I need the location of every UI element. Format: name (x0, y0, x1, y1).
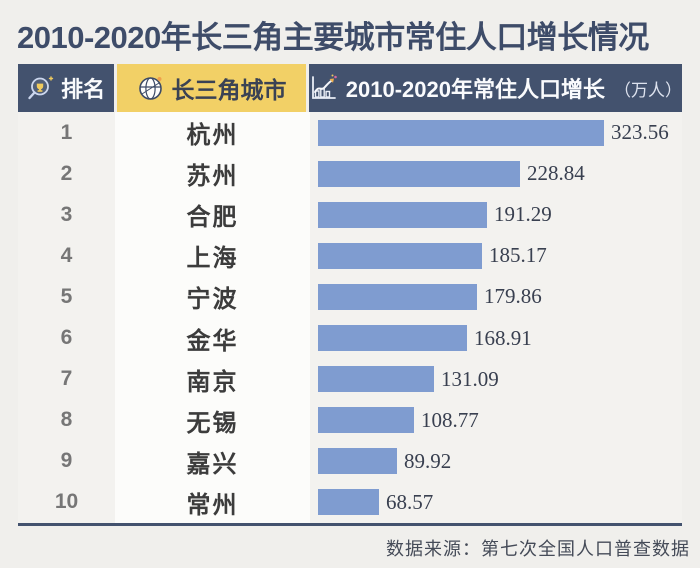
bar-cell: 131.09 (310, 366, 682, 393)
table-row: 10 常州 68.57 (18, 482, 682, 523)
population-growth-bar (318, 407, 414, 434)
rank-value: 4 (60, 243, 73, 267)
bar-cell: 185.17 (310, 242, 682, 269)
growth-value: 89.92 (404, 448, 452, 473)
growth-value: 179.86 (484, 284, 542, 309)
rank-value: 7 (60, 367, 73, 391)
city-name: 常州 (186, 491, 239, 519)
growth-value: 185.17 (489, 243, 547, 268)
growth-value: 131.09 (441, 366, 499, 391)
city-column-background (115, 112, 310, 523)
bar-cell: 108.77 (310, 407, 682, 434)
population-growth-bar (318, 325, 467, 351)
table-row: 2 苏州 228.84 (18, 153, 682, 194)
bar-cell: 168.91 (310, 325, 682, 351)
header-cell-growth: 2010-2020年常住人口增长 （万人） (308, 64, 682, 112)
city-name: 南京 (186, 368, 239, 396)
rank-value: 6 (60, 326, 73, 349)
header-cell-rank: 排名 (18, 64, 115, 112)
growth-value: 108.77 (421, 407, 479, 432)
growth-value: 168.91 (474, 325, 532, 350)
rank-value: 5 (60, 284, 73, 308)
city-name: 上海 (186, 245, 239, 273)
rank-value: 2 (60, 161, 73, 185)
population-growth-bar (318, 119, 604, 146)
rows: 1 杭州 323.56 2 苏州 228.84 3 合肥 191.29 4 上海 185.17 5 宁波 1… (18, 112, 682, 523)
rank-value: 9 (60, 449, 73, 473)
growth-value: 68.57 (386, 489, 434, 514)
table-row: 3 合肥 191.29 (18, 194, 682, 235)
city-name: 无锡 (186, 409, 239, 437)
city-name: 杭州 (186, 122, 239, 149)
header-label-rank: 排名 (61, 77, 106, 102)
table-row: 9 嘉兴 89.92 (18, 441, 682, 482)
table-bottom-rule (18, 523, 682, 526)
table-header: 排名 长三角城市 2010-2020年常住人口 (18, 64, 682, 112)
city-name: 金华 (186, 327, 239, 355)
city-name: 宁波 (186, 286, 239, 314)
bar-cell: 323.56 (310, 119, 682, 146)
globe-icon (138, 77, 162, 100)
growth-value: 191.29 (494, 202, 552, 227)
rank-value: 3 (60, 202, 73, 226)
population-growth-bar (318, 489, 379, 516)
bar-cell: 228.84 (310, 160, 682, 187)
trend-chart-icon (311, 74, 337, 99)
city-name: 嘉兴 (186, 450, 239, 478)
city-name: 合肥 (186, 204, 239, 232)
table-body: 1 杭州 323.56 2 苏州 228.84 3 合肥 191.29 4 上海 185.17 5 宁波 1… (18, 112, 682, 523)
growth-value: 323.56 (611, 120, 669, 144)
population-growth-bar (318, 201, 487, 228)
table-row: 1 杭州 323.56 (18, 112, 682, 153)
rank-value: 1 (60, 120, 73, 144)
table-row: 6 金华 168.91 (18, 318, 682, 359)
bar-cell: 179.86 (310, 283, 682, 310)
population-growth-bar (318, 366, 434, 393)
bar-cell: 89.92 (310, 448, 682, 475)
population-growth-bar (318, 160, 520, 187)
header-label-city: 长三角城市 (171, 77, 287, 103)
rank-value: 10 (54, 490, 79, 514)
page-title: 2010-2020年长三角主要城市常住人口增长情况 (17, 20, 649, 55)
rank-value: 8 (60, 408, 73, 432)
population-growth-bar (318, 448, 397, 475)
data-source-note: 数据来源：第七次全国人口普查数据 (386, 539, 690, 559)
table-row: 4 上海 185.17 (18, 235, 682, 276)
population-growth-bar (318, 283, 477, 310)
growth-value: 228.84 (527, 161, 585, 186)
header-cell-city: 长三角城市 (117, 64, 306, 112)
bar-cell: 68.57 (310, 489, 682, 516)
city-name: 苏州 (186, 163, 239, 191)
header-label-growth: 2010-2020年常住人口增长 (345, 77, 605, 102)
table-row: 7 南京 131.09 (18, 359, 682, 400)
table-row: 5 宁波 179.86 (18, 276, 682, 317)
table-row: 8 无锡 108.77 (18, 400, 682, 441)
bar-cell: 191.29 (310, 201, 682, 228)
magnifier-rank-icon (28, 75, 54, 99)
header-unit-label: （万人） (614, 80, 682, 100)
population-growth-bar (318, 242, 482, 269)
